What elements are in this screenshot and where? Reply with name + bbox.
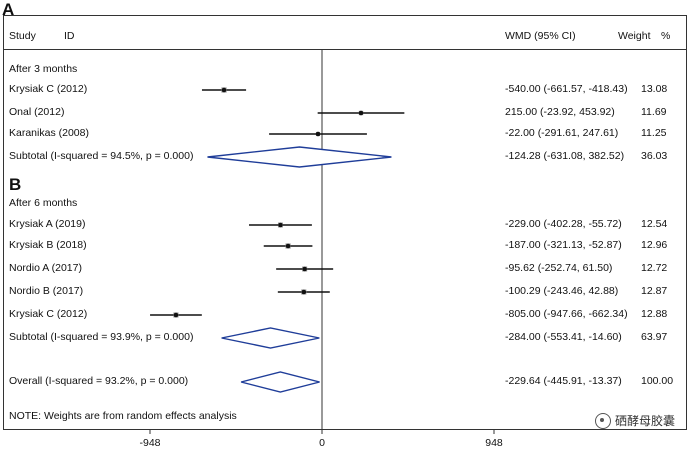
point-estimate — [221, 87, 227, 93]
point-estimate — [315, 131, 321, 137]
panel-label-b: B — [9, 175, 22, 194]
row-weight: 63.97 — [641, 331, 668, 343]
row-label: Nordio A (2017) — [9, 262, 82, 274]
header-study: Study — [9, 30, 36, 42]
row-weight: 11.25 — [641, 127, 667, 139]
row-label: Onal (2012) — [9, 106, 65, 118]
point-estimate — [278, 222, 283, 228]
row-weight: 100.00 — [641, 375, 674, 387]
point-estimate — [173, 312, 179, 318]
header-weight-unit: % — [661, 30, 671, 42]
row-weight: 12.54 — [641, 218, 668, 230]
row-label: Krysiak C (2012) — [9, 83, 88, 95]
row-estimate-ci: -95.62 (-252.74, 61.50) — [505, 262, 613, 274]
header-effect: WMD (95% CI) — [505, 30, 576, 42]
row-estimate-ci: -229.64 (-445.91, -13.37) — [505, 375, 622, 387]
subtotal-diamond — [221, 327, 320, 349]
watermark-text: 硒酵母胶囊 — [614, 414, 675, 428]
row-weight: 36.03 — [641, 150, 668, 162]
point-estimate — [358, 110, 364, 116]
x-tick-label: 0 — [319, 437, 325, 449]
row-estimate-ci: -187.00 (-321.13, -52.87) — [505, 239, 622, 251]
header-id: ID — [64, 30, 75, 42]
subtotal-diamond — [207, 146, 392, 168]
row-label: Karanikas (2008) — [9, 127, 89, 139]
section-label-6m: After 6 months — [9, 197, 78, 209]
row-weight: 13.08 — [641, 83, 668, 95]
point-estimate — [302, 266, 307, 272]
row-label: Nordio B (2017) — [9, 285, 84, 297]
row-estimate-ci: 215.00 (-23.92, 453.92) — [505, 106, 615, 118]
row-weight: 12.88 — [641, 308, 668, 320]
section-label-3m: After 3 months — [9, 63, 78, 75]
row-estimate-ci: -229.00 (-402.28, -55.72) — [505, 218, 622, 230]
point-estimate — [285, 243, 291, 249]
watermark: 硒酵母胶囊 — [594, 412, 675, 429]
row-weight: 12.96 — [641, 239, 668, 251]
row-label: Overall (I-squared = 93.2%, p = 0.000) — [9, 375, 189, 387]
panel-label-a: A — [2, 0, 15, 19]
row-weight: 12.72 — [641, 262, 668, 274]
row-weight: 12.87 — [641, 285, 668, 297]
row-label: Krysiak B (2018) — [9, 239, 87, 251]
overall-diamond — [240, 371, 320, 393]
row-estimate-ci: -124.28 (-631.08, 382.52) — [505, 150, 625, 162]
row-label: Krysiak A (2019) — [9, 218, 86, 230]
row-estimate-ci: -805.00 (-947.66, -662.34) — [505, 308, 628, 320]
header-weight: Weight — [618, 30, 651, 42]
row-estimate-ci: -284.00 (-553.41, -14.60) — [505, 331, 622, 343]
row-estimate-ci: -100.29 (-243.46, 42.88) — [505, 285, 619, 297]
footnote: NOTE: Weights are from random effects an… — [9, 410, 237, 422]
row-weight: 11.69 — [641, 106, 667, 118]
row-estimate-ci: -22.00 (-291.61, 247.61) — [505, 127, 619, 139]
row-label: Krysiak C (2012) — [9, 308, 88, 320]
x-tick-label: 948 — [485, 437, 503, 449]
point-estimate — [301, 289, 307, 295]
x-tick-label: -948 — [139, 437, 160, 449]
row-estimate-ci: -540.00 (-661.57, -418.43) — [505, 83, 628, 95]
wechat-icon — [594, 412, 611, 429]
row-label: Subtotal (I-squared = 94.5%, p = 0.000) — [9, 150, 194, 162]
row-label: Subtotal (I-squared = 93.9%, p = 0.000) — [9, 331, 194, 343]
